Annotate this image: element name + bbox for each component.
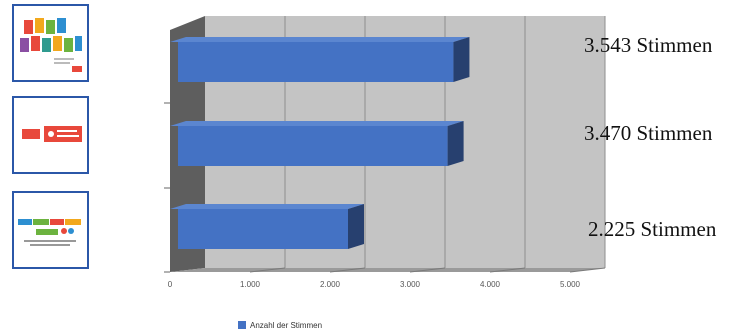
floor-gridline bbox=[409, 267, 446, 273]
bar-front-face bbox=[178, 209, 348, 249]
x-tick-label: 4.000 bbox=[480, 280, 501, 289]
value-label: 2.225 Stimmen bbox=[588, 217, 717, 241]
bar bbox=[170, 121, 464, 166]
legend: Anzahl der Stimmen bbox=[238, 321, 322, 330]
x-tick-label: 0 bbox=[168, 280, 173, 289]
floor-gridline bbox=[329, 267, 366, 273]
bar-front-face bbox=[178, 126, 448, 166]
bar-top-face bbox=[170, 121, 464, 126]
jubilaeum-18-logo-graphic bbox=[20, 126, 82, 142]
x-tick-label: 3.000 bbox=[400, 280, 421, 289]
bar-end-face bbox=[453, 37, 470, 82]
legend-swatch bbox=[238, 321, 246, 329]
floor-gridline bbox=[249, 267, 286, 273]
value-labels: 3.543 Stimmen 3.470 Stimmen 2.225 Stimmen bbox=[584, 33, 717, 241]
value-label: 3.543 Stimmen bbox=[584, 33, 713, 57]
value-label: 3.470 Stimmen bbox=[584, 121, 713, 145]
kinderkleiderkiste-logo[interactable] bbox=[12, 191, 89, 269]
floor-gridline bbox=[489, 267, 526, 273]
jubilaeum-18-logo[interactable] bbox=[12, 96, 89, 174]
x-tick-label: 5.000 bbox=[560, 280, 581, 289]
x-axis-ticks: 0 1.000 2.000 3.000 4.000 5.000 bbox=[168, 280, 581, 289]
bar-series bbox=[170, 37, 470, 249]
bar-end-face bbox=[348, 204, 364, 249]
bar-end-face bbox=[447, 121, 464, 166]
category-axis-ticks bbox=[164, 102, 170, 273]
bar bbox=[170, 204, 364, 249]
bar-front-face bbox=[178, 42, 454, 82]
bar bbox=[170, 37, 470, 82]
bar-top-face bbox=[170, 204, 364, 209]
lese-welten-logo[interactable] bbox=[12, 4, 89, 82]
bar-top-face bbox=[170, 37, 470, 42]
kinderkleiderkiste-logo-graphic bbox=[18, 219, 81, 246]
chart-floor bbox=[170, 268, 605, 272]
lese-welten-logo-graphic bbox=[20, 18, 82, 72]
floor-gridline bbox=[569, 267, 606, 273]
legend-label: Anzahl der Stimmen bbox=[250, 321, 322, 330]
x-tick-label: 2.000 bbox=[320, 280, 341, 289]
x-tick-label: 1.000 bbox=[240, 280, 261, 289]
